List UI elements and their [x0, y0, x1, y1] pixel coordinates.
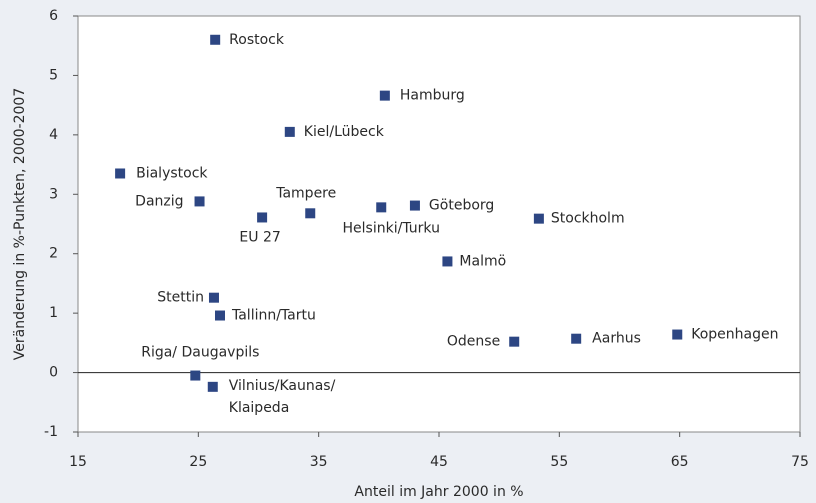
point [409, 200, 420, 211]
point [284, 126, 295, 137]
x-tick-label: 65 [671, 454, 689, 470]
point [672, 329, 683, 340]
y-tick-label: 0 [49, 365, 58, 381]
point [190, 370, 201, 381]
point-label: Rostock [229, 32, 285, 48]
point [257, 212, 268, 223]
point-label-line: Klaipeda [229, 400, 290, 416]
point-label: Stettin [157, 290, 204, 306]
point [442, 256, 453, 267]
point [571, 333, 582, 344]
point-label: Tampere [275, 185, 336, 201]
x-tick-label: 55 [550, 454, 568, 470]
point [214, 310, 225, 321]
point [208, 292, 219, 303]
point [379, 90, 390, 101]
point-label: Malmö [459, 253, 506, 269]
x-tick-label: 75 [791, 454, 809, 470]
y-tick-label: -1 [44, 424, 58, 440]
point [376, 202, 387, 213]
x-tick-label: 25 [189, 454, 207, 470]
y-tick-label: 6 [49, 8, 58, 24]
point-label: Odense [447, 334, 500, 350]
point [210, 34, 221, 45]
point-label: Tallinn/Tartu [231, 308, 316, 324]
point [115, 168, 126, 179]
point-label: Kiel/Lübeck [304, 124, 385, 140]
point-label: EU 27 [239, 229, 280, 245]
point-label: Aarhus [592, 331, 641, 347]
point-label: Stockholm [551, 211, 625, 227]
point-label: Kopenhagen [691, 327, 778, 343]
point-label: Riga/ Daugavpils [141, 345, 259, 361]
point [194, 196, 205, 207]
point [207, 381, 218, 392]
x-tick-label: 45 [430, 454, 448, 470]
plot-area [77, 15, 801, 433]
point-label: Hamburg [400, 88, 465, 104]
x-tick-label: 35 [310, 454, 328, 470]
point [533, 213, 544, 224]
y-axis-label: Veränderung in %-Punkten, 2000-2007 [12, 88, 28, 360]
y-tick-label: 4 [49, 127, 58, 143]
y-tick-label: 2 [49, 246, 58, 262]
y-tick-label: 5 [49, 67, 58, 83]
point-label: Vilnius/Kaunas/Klaipeda [229, 378, 336, 416]
x-tick-label: 15 [69, 454, 87, 470]
x-axis-label: Anteil im Jahr 2000 in % [354, 484, 523, 500]
point-label: Bialystock [136, 165, 208, 181]
point-label: Danzig [135, 193, 183, 209]
point-label: Helsinki/Turku [343, 220, 440, 236]
y-tick-label: 1 [49, 305, 58, 321]
point-label-line: Vilnius/Kaunas/ [229, 378, 336, 394]
y-tick-label: 3 [49, 186, 58, 202]
point-label: Göteborg [429, 198, 494, 214]
point [509, 336, 520, 347]
point [305, 208, 316, 219]
